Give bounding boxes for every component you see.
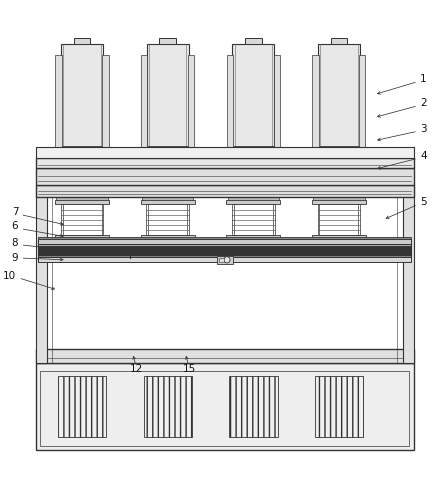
Bar [217, 256, 233, 264]
Text: 5: 5 [420, 197, 427, 207]
Bar [141, 55, 147, 187]
Bar [36, 349, 413, 363]
Bar [227, 198, 279, 200]
Bar [61, 44, 103, 147]
Bar [403, 187, 413, 363]
Bar [38, 241, 411, 246]
Bar [77, 147, 87, 185]
Text: 7: 7 [12, 207, 18, 217]
Bar [78, 242, 86, 248]
Bar [318, 204, 360, 235]
Bar [36, 147, 413, 158]
Bar [245, 39, 262, 44]
Bar [36, 363, 413, 450]
Bar [70, 188, 94, 191]
Text: 4: 4 [420, 151, 427, 161]
Bar [227, 235, 280, 240]
Bar [56, 55, 62, 187]
Bar [274, 55, 280, 187]
Bar [142, 239, 194, 242]
Bar [40, 371, 409, 446]
Text: 1: 1 [420, 74, 427, 84]
Text: 3: 3 [420, 124, 427, 134]
Bar [58, 376, 106, 437]
Bar [38, 244, 411, 246]
Bar [232, 204, 275, 235]
Bar [141, 235, 194, 240]
Bar [227, 239, 279, 242]
Bar [59, 146, 105, 150]
Bar [312, 200, 366, 204]
Bar [249, 242, 257, 248]
Bar [335, 242, 343, 248]
Bar [334, 147, 344, 185]
Bar [219, 258, 224, 262]
Bar [147, 44, 189, 147]
Bar [156, 188, 180, 191]
Bar [57, 198, 108, 200]
Bar [313, 198, 364, 200]
Bar [232, 44, 274, 147]
Bar [141, 200, 194, 204]
Bar [312, 235, 366, 240]
Text: 10: 10 [3, 271, 16, 281]
Bar [145, 146, 191, 150]
Bar [61, 204, 103, 235]
Text: 6: 6 [12, 222, 18, 231]
Bar [38, 237, 411, 239]
Bar [36, 185, 413, 198]
Bar [163, 147, 173, 185]
Bar [315, 376, 363, 437]
Bar [318, 44, 360, 147]
Bar [154, 183, 182, 189]
Bar [38, 239, 411, 244]
Bar [55, 200, 109, 204]
Text: 12: 12 [130, 364, 144, 374]
Bar [144, 376, 192, 437]
Bar [239, 183, 267, 189]
Bar [47, 187, 53, 363]
Text: 15: 15 [183, 364, 196, 374]
Bar [146, 204, 189, 235]
Bar [327, 188, 351, 191]
Bar [68, 183, 96, 189]
Bar [102, 55, 109, 187]
Bar [159, 39, 176, 44]
Bar [229, 376, 278, 437]
Text: 8: 8 [12, 238, 18, 248]
Text: 9: 9 [12, 253, 18, 263]
Bar [359, 55, 365, 187]
Bar [164, 242, 172, 248]
Bar [36, 158, 413, 167]
Bar [142, 198, 194, 200]
Bar [316, 146, 362, 150]
Bar [331, 39, 347, 44]
Bar [38, 255, 411, 257]
Bar [74, 39, 90, 44]
Bar [36, 167, 413, 185]
Bar [230, 146, 276, 150]
Bar [188, 55, 194, 187]
Bar [397, 187, 403, 363]
Bar [38, 246, 411, 255]
Bar [57, 239, 108, 242]
Bar [36, 187, 47, 363]
Bar [227, 55, 233, 187]
Bar [38, 257, 411, 262]
Text: 2: 2 [420, 99, 427, 108]
Bar [55, 235, 109, 240]
Bar [227, 200, 280, 204]
Bar [241, 188, 265, 191]
Bar [248, 147, 258, 185]
Bar [313, 239, 364, 242]
Circle shape [224, 257, 230, 263]
Bar [312, 55, 319, 187]
Bar [325, 183, 353, 189]
